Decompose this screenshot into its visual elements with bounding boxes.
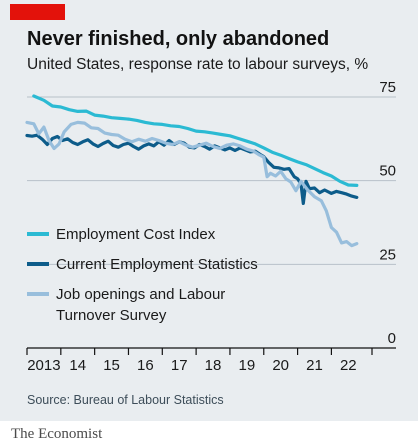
legend-label: Job openings and Labour <box>56 286 225 303</box>
series-line-1 <box>32 94 359 187</box>
x-tick-label: 20 <box>272 357 289 374</box>
x-tick-label: 2013 <box>27 357 60 374</box>
x-tick-label: 16 <box>137 357 154 374</box>
y-tick-label: 25 <box>379 246 396 263</box>
x-axis: 2013 14 15 16 17 18 19 20 21 22 <box>26 347 396 374</box>
x-tick-label: 21 <box>306 357 323 374</box>
legend: Employment Cost Index Current Employment … <box>27 226 258 324</box>
series-lines <box>25 94 359 248</box>
line-chart: 75 50 25 0 2013 14 15 16 17 18 19 20 21 22 Employmen… <box>25 82 396 374</box>
legend-label: Employment Cost Index <box>56 226 216 243</box>
gridlines <box>27 96 396 265</box>
x-tick-label: 14 <box>69 357 86 374</box>
y-tick-label: 50 <box>379 163 396 180</box>
x-tick-label: 17 <box>171 357 188 374</box>
chart-subtitle: United States, response rate to labour s… <box>27 56 369 73</box>
y-axis-tick-labels: 75 50 25 0 <box>379 82 396 347</box>
brand-red-tag <box>10 4 65 20</box>
y-tick-label: 0 <box>388 330 396 347</box>
y-tick-label: 75 <box>379 82 396 96</box>
chart-panel: Never finished, only abandoned United St… <box>0 0 418 421</box>
source-note: Source: Bureau of Labour Statistics <box>27 393 224 407</box>
series-line-3 <box>25 120 359 248</box>
x-tick-label: 15 <box>103 357 120 374</box>
x-tick-label: 22 <box>340 357 357 374</box>
legend-label: Turnover Survey <box>56 307 167 324</box>
x-tick-label: 18 <box>205 357 222 374</box>
brand-wordmark: The Economist <box>11 426 103 442</box>
x-tick-label: 19 <box>239 357 256 374</box>
legend-label: Current Employment Statistics <box>56 256 258 273</box>
chart-title: Never finished, only abandoned <box>27 28 330 50</box>
